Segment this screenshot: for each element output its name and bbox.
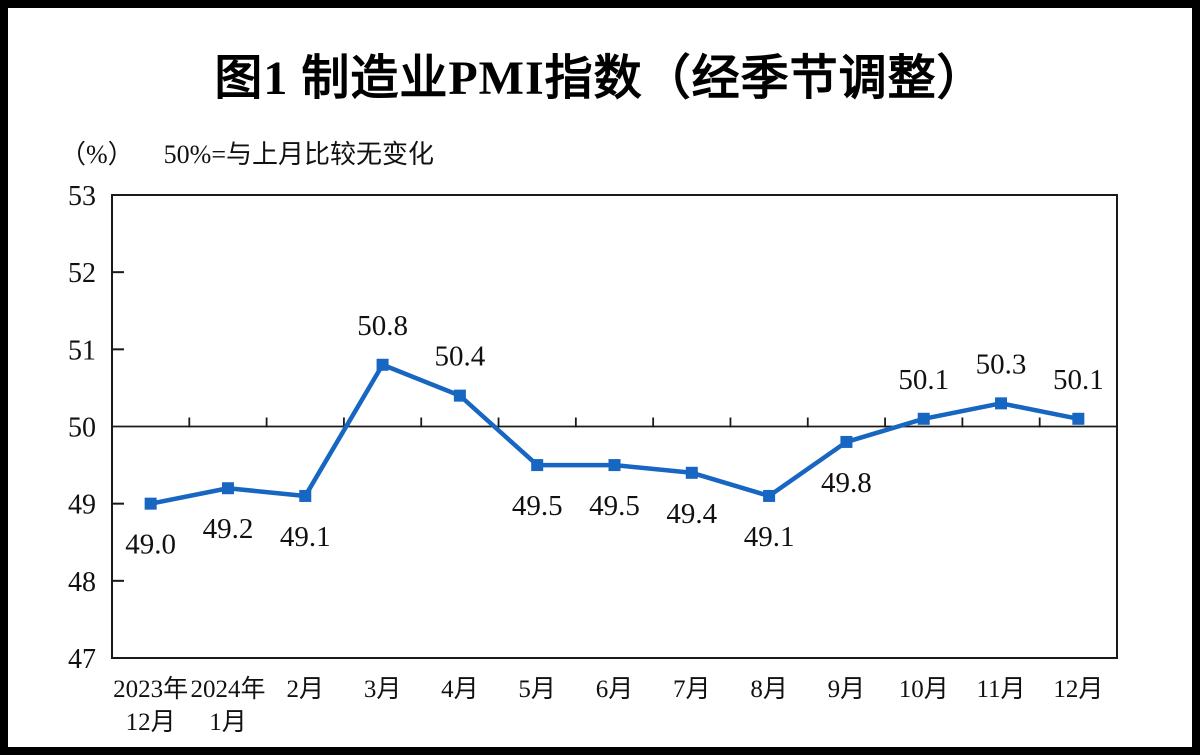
y-axis-label: 52 [68, 258, 96, 289]
x-axis-label: 2024年 [190, 675, 265, 703]
data-point-marker [376, 358, 389, 371]
data-point-label: 50.1 [898, 364, 949, 396]
x-axis-label: 12月 [1053, 676, 1103, 703]
data-point-marker [685, 466, 698, 479]
x-axis-label: 5月 [518, 676, 556, 703]
data-point-label: 49.0 [125, 529, 176, 561]
data-point-marker [917, 412, 930, 425]
data-point-marker [144, 497, 157, 510]
data-point-label: 49.5 [589, 490, 640, 522]
data-point-marker [995, 397, 1008, 410]
x-axis-label: 11月 [976, 676, 1025, 703]
y-axis-label: 53 [68, 181, 96, 212]
data-point-label: 50.1 [1053, 364, 1104, 396]
x-axis-label: 2023年 [113, 675, 188, 703]
x-axis-label: 4月 [441, 676, 479, 703]
reference-line-note: 50%=与上月比较无变化 [163, 140, 434, 169]
x-axis-label: 3月 [364, 676, 402, 703]
x-axis-label: 8月 [750, 676, 788, 703]
data-point-marker [299, 489, 312, 502]
data-point-marker [531, 459, 544, 472]
data-point-label: 49.8 [821, 467, 872, 499]
data-point-marker [763, 489, 776, 502]
y-axis-label: 47 [68, 644, 96, 675]
data-point-label: 49.5 [512, 490, 563, 522]
data-point-label: 49.1 [280, 521, 331, 553]
data-point-label: 50.3 [976, 348, 1027, 380]
chart-title: 图1 制造业PMI指数（经季节调整） [214, 52, 986, 105]
x-axis-label: 1月 [209, 709, 247, 736]
data-point-marker [1072, 412, 1085, 425]
data-point-label: 49.2 [203, 513, 254, 545]
data-point-marker [608, 459, 621, 472]
y-axis-label: 48 [68, 567, 96, 598]
data-point-label: 50.8 [357, 310, 408, 342]
x-axis-label: 12月 [126, 709, 176, 736]
data-point-marker [840, 435, 853, 448]
x-axis-label: 6月 [596, 676, 634, 703]
data-point-label: 49.4 [666, 498, 717, 530]
x-axis-label: 10月 [899, 676, 949, 703]
data-point-label: 49.1 [744, 521, 795, 553]
y-axis-label: 50 [68, 413, 96, 444]
y-axis-label: 51 [68, 335, 96, 366]
data-point-label: 50.4 [435, 341, 486, 373]
x-axis-label: 7月 [673, 676, 711, 703]
data-point-marker [221, 482, 234, 495]
x-axis-label: 2月 [287, 676, 325, 703]
y-axis-unit-label: （%） [60, 140, 134, 169]
chart-subtitle: （%） 50%=与上月比较无变化 [60, 134, 434, 171]
x-axis-label: 9月 [828, 676, 866, 703]
data-point-marker [453, 389, 466, 402]
y-axis-label: 49 [68, 490, 96, 521]
